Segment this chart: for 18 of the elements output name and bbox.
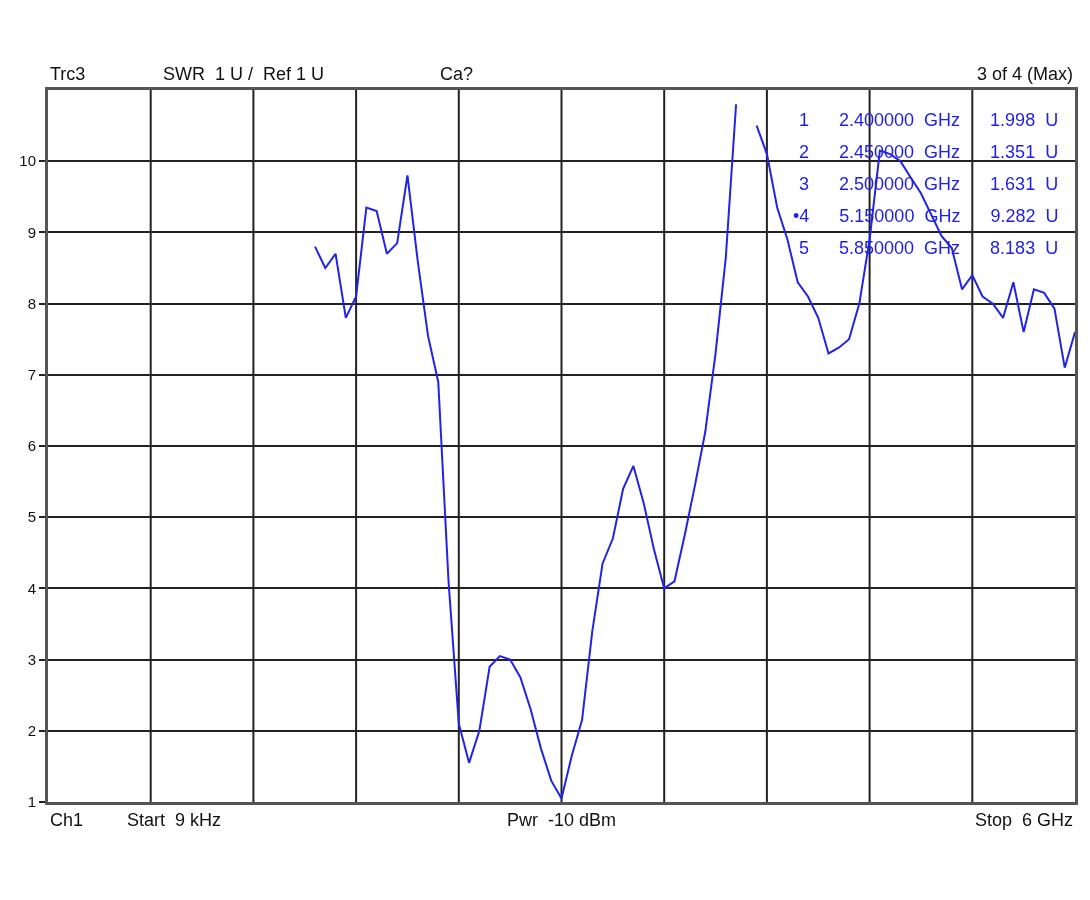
y-tick-label: 1 [27, 793, 36, 811]
text: Start 9 kHz [127, 810, 222, 830]
text: Pwr -10 dBm [507, 810, 617, 830]
y-tick-label: 10 [19, 152, 36, 170]
y-tick-label: 5 [27, 508, 36, 526]
y-tick-label: 7 [27, 366, 36, 384]
text: 3 of 4 (Max) [977, 64, 1074, 84]
y-tick-label: 4 [27, 579, 36, 597]
text: Stop 6 GHz [975, 810, 1074, 830]
y-tick-label: 6 [27, 437, 36, 455]
text: Trc3 [50, 64, 86, 84]
text: Ch1 [50, 810, 84, 830]
text: Ca? [440, 64, 474, 84]
y-tick-label: 2 [27, 722, 36, 740]
text: SWR 1 U / Ref 1 U [163, 64, 325, 84]
y-tick-label: 3 [27, 650, 36, 668]
y-tick-label: 8 [27, 294, 36, 312]
y-tick-label: 9 [27, 223, 36, 241]
